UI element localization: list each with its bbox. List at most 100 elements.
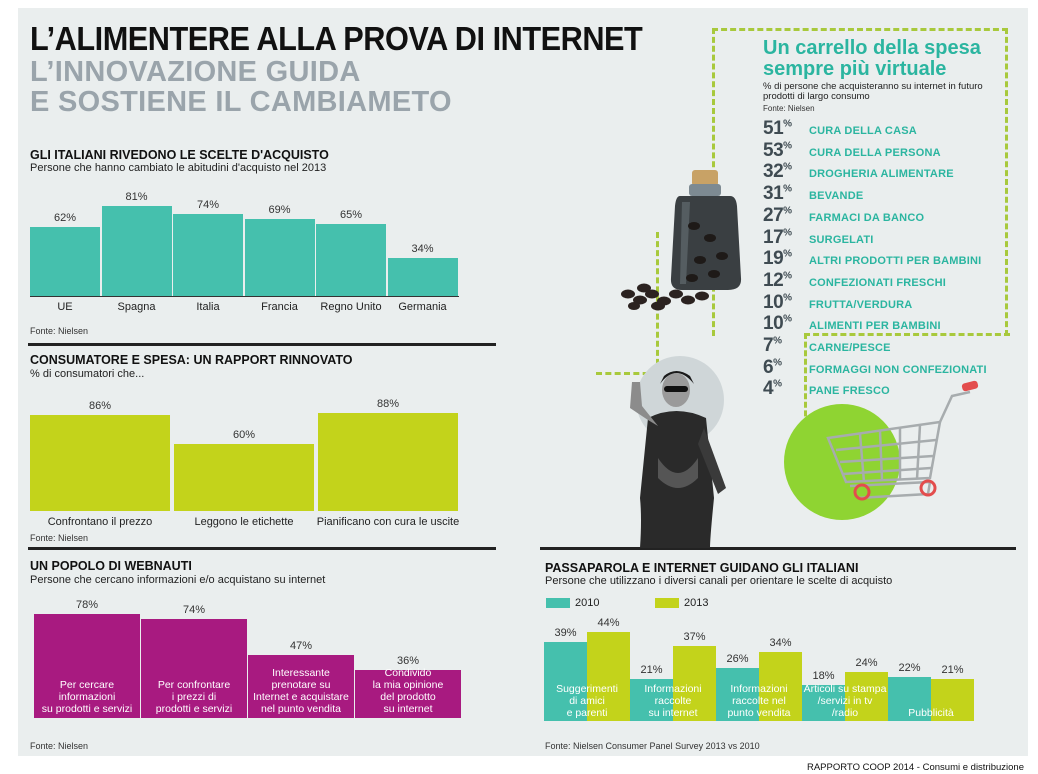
bar-inner-label-line: Internet e acquistare	[253, 691, 349, 703]
group-inner-label: Pubblicità	[888, 707, 974, 719]
cart-frame-stem	[804, 333, 807, 425]
cart-row-value: 4%	[763, 378, 782, 400]
bar-spagna	[101, 206, 172, 296]
cart-row-value: 51%	[763, 118, 792, 139]
divider-1	[28, 343, 496, 346]
section4-subtitle: Persone che utilizzano i diversi canali …	[545, 575, 893, 587]
bar-value-label: 21%	[941, 663, 964, 676]
section4-title: PASSAPAROLA E INTERNET GUIDANO GLI ITALI…	[545, 561, 859, 575]
footer-credit: RAPPORTO COOP 2014 - Consumi e distribuz…	[806, 762, 1024, 773]
bar-inner-label: Per cercare informazioni su prodotti e ser…	[34, 679, 140, 715]
bar-value-label: 88%	[376, 398, 400, 410]
cart-subtitle-1: % di persone che acquisteranno su intern…	[763, 81, 983, 92]
bar-value-label: 18%	[812, 669, 835, 682]
section2-title: CONSUMATORE E SPESA: UN RAPPORT RINNOVAT…	[30, 353, 353, 367]
bar-inner-label-line: prenotare su	[271, 679, 331, 691]
cart-row-value: 10%	[763, 313, 792, 335]
cart-row-category: DROGHERIA ALIMENTARE	[809, 168, 954, 181]
bar-category-label: Leggono le etichette	[194, 516, 294, 528]
woman-photo-icon	[630, 356, 726, 548]
bar-value-label: 22%	[898, 661, 921, 674]
legend-swatch-2013	[655, 598, 679, 608]
bar-value-label: 44%	[597, 617, 620, 629]
bar-inner-label-line: su prodotti e servizi	[41, 703, 133, 715]
bar-2010-0	[544, 642, 587, 721]
bar-2013-0	[587, 632, 630, 721]
bar-inner-label-line: del prodotto	[380, 691, 436, 703]
bar-inner-label-line: nel punto vendita	[261, 703, 341, 715]
cart-row: 53% CURA DELLA PERSONA	[763, 140, 941, 162]
main-title: L’ALIMENTERE ALLA PROVA DI INTERNET	[30, 20, 643, 57]
cart-row-category: CARNE/PESCE	[809, 342, 891, 354]
bar-consumer-1	[174, 444, 314, 511]
cart-row-value: 12%	[763, 269, 792, 291]
bar-category-label: Spagna	[117, 301, 156, 313]
cart-row-category: CONFEZIONATI FRESCHI	[809, 276, 947, 289]
bar-consumer-2	[318, 413, 458, 511]
bar-regno-unito	[316, 223, 386, 296]
cart-row-value: 7%	[763, 335, 782, 356]
dashed-connector-horizontal	[596, 372, 658, 375]
bar-value-label: 62%	[53, 212, 77, 225]
cart-row-value: 17%	[763, 226, 792, 248]
bar-2010-2	[716, 668, 759, 721]
bar-webnauti-1	[141, 619, 247, 718]
bar-value-label: 47%	[289, 640, 313, 653]
cart-row-value: 6%	[763, 356, 782, 378]
bar-2013-3	[845, 672, 888, 721]
group-inner-label: Informazioni raccolte nel punto vendita	[716, 683, 802, 719]
bar-inner-label-line: Condivido	[384, 667, 432, 679]
divider-2	[28, 547, 496, 550]
cart-row-value: 10%	[763, 291, 792, 313]
bar-category-label: Regno Unito	[320, 301, 382, 313]
cart-row-value: 27%	[763, 204, 792, 226]
cart-row-category: FORMAGGI NON CONFEZIONATI	[809, 363, 987, 376]
bar-2010-3	[802, 684, 845, 721]
cart-row-category: SURGELATI	[809, 233, 874, 246]
bar-inner-label-line: i prezzi di	[171, 691, 217, 703]
shopping-cart-icon	[784, 380, 979, 520]
cart-row-category: ALTRI PRODOTTI PER BAMBINI	[809, 255, 982, 268]
bar-value-label: 34%	[411, 243, 434, 256]
bar-category-label: Italia	[196, 301, 220, 313]
bar-value-label: 86%	[88, 400, 112, 413]
section1-title: GLI ITALIANI RIVEDONO LE SCELTE D'ACQUIS…	[30, 148, 329, 162]
group-inner-label-line: e parenti	[566, 707, 608, 719]
bar-category-label: UE	[57, 301, 73, 313]
cart-row: 27% FARMACI DA BANCO	[763, 205, 924, 227]
bar-inner-label-line: prodotti e servizi	[155, 703, 233, 715]
section1-subtitle: Persone che hanno cambiato le abitudini …	[30, 162, 327, 174]
group-inner-label: Articoli su stampa/servizi in tv/radio	[802, 683, 888, 719]
bar-value-label: 78%	[75, 599, 99, 611]
subtitle-line-1: L’INNOVAZIONE GUIDA	[30, 56, 361, 88]
chart-passaparola: 39% 44% Suggerimenti di amici e parenti 21% 37…	[538, 613, 978, 723]
bar-value-label: 21%	[640, 663, 663, 676]
bar-inner-label-line: su internet	[383, 703, 433, 715]
group-inner-label-line: Suggerimenti	[556, 683, 618, 695]
bar-inner-label-line: Interessante	[272, 667, 330, 679]
group-inner-label-line: Pubblicità	[908, 707, 954, 719]
cart-row-value: 53%	[763, 139, 792, 161]
section4-source: Fonte: Nielsen Consumer Panel Survey 201…	[545, 741, 760, 751]
bar-value-label: 69%	[268, 204, 291, 217]
bar-value-label: 36%	[396, 655, 420, 667]
section3-source: Fonte: Nielsen	[30, 741, 89, 751]
chart-abitudini: 62% UE 81% Spagna 74% Italia 69% Francia 65% Regn…	[18, 191, 478, 323]
bar-inner-label-line: Per cercare	[59, 679, 115, 691]
bar-value-label: 34%	[769, 637, 792, 650]
group-inner-label-line: raccolte nel	[732, 695, 786, 707]
bar-inner-label: Condivido la mia opinione del prodotto su i…	[355, 667, 461, 715]
cart-row-category: FARMACI DA BANCO	[809, 211, 925, 224]
cart-row: 17% SURGELATI	[763, 227, 874, 249]
cart-row: 12% CONFEZIONATI FRESCHI	[763, 270, 946, 292]
bar-germania	[387, 258, 458, 296]
infographic-canvas: L’ALIMENTERE ALLA PROVA DI INTERNET L’IN…	[18, 8, 1028, 756]
group-inner-label-line: /radio	[831, 707, 859, 719]
group-inner-label-line: Informazioni	[644, 683, 702, 695]
bar-inner-label-line: informazioni	[58, 691, 116, 703]
group-inner-label-line: raccolte	[654, 695, 692, 707]
cart-row: 7% CARNE/PESCE	[763, 335, 891, 357]
cart-source: Fonte: Nielsen	[763, 104, 815, 113]
coffee-beans-icon	[621, 283, 709, 311]
bar-francia	[244, 219, 315, 296]
